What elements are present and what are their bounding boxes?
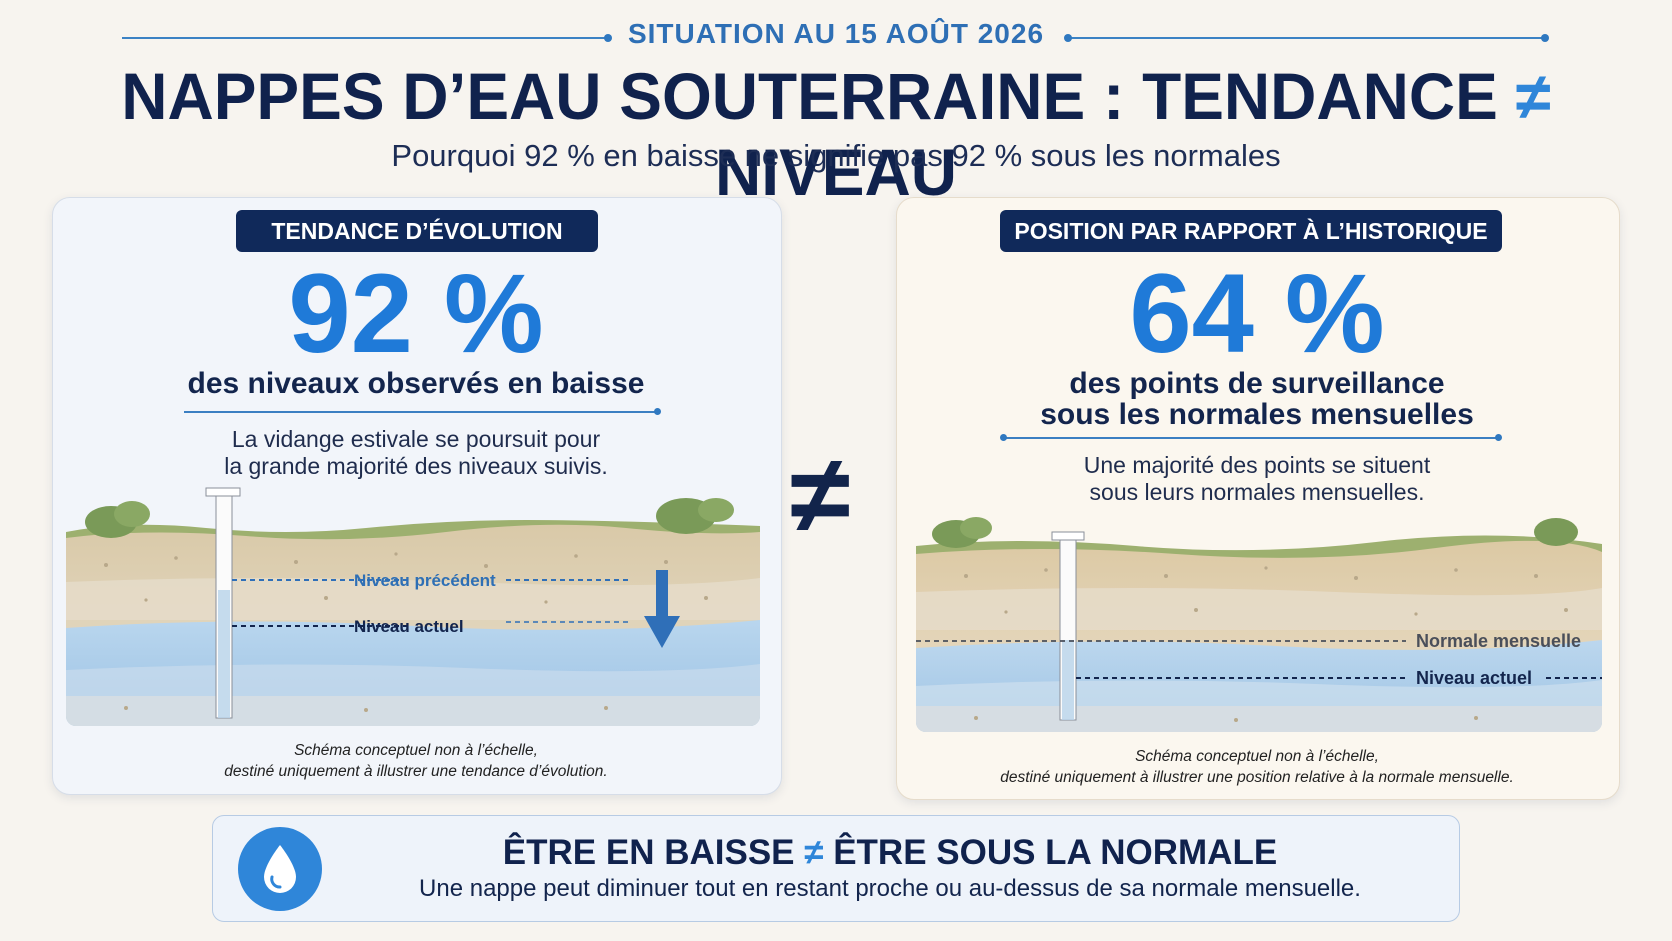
position-rule-dot-right xyxy=(1495,434,1502,441)
trend-caption-rule xyxy=(184,411,658,413)
position-badge: POSITION PAR RAPPORT À L’HISTORIQUE xyxy=(1000,210,1502,252)
kicker-dot-left xyxy=(604,34,612,42)
banner-text: Une nappe peut diminuer tout en restant … xyxy=(419,875,1361,902)
trend-percentage: 92 % xyxy=(288,251,544,376)
position-rule-dot-left xyxy=(1000,434,1007,441)
trend-caption: des niveaux observés en baisse xyxy=(187,367,645,400)
page-title: NAPPES D’EAU SOUTERRAINE : TENDANCE ≠ NI… xyxy=(121,59,1551,209)
arrow-down-icon xyxy=(644,570,680,648)
kicker-dot-end xyxy=(1541,34,1549,42)
not-equal-symbol-center: ≠ xyxy=(790,433,851,556)
page-subtitle: Pourquoi 92 % en baisse ne signifie pas … xyxy=(391,138,1281,173)
position-percentage: 64 % xyxy=(1129,251,1385,376)
banner-title: ÊTRE EN BAISSE ≠ ÊTRE SOUS LA NORMALE xyxy=(502,833,1278,872)
date-kicker: SITUATION AU 15 AOÛT 2026 xyxy=(0,18,1672,50)
position-caption-rule xyxy=(1003,437,1499,439)
trend-footnote: Schéma conceptuel non à l’échelle, desti… xyxy=(224,742,608,780)
kicker-rule-right xyxy=(1066,37,1544,39)
label-monthly-normal: Normale mensuelle xyxy=(1416,631,1581,651)
trend-badge: TENDANCE D’ÉVOLUTION xyxy=(236,210,598,252)
kicker-dot-right xyxy=(1064,34,1072,42)
label-current-level: Niveau actuel xyxy=(354,617,464,636)
trend-description: La vidange estivale se poursuit pour la … xyxy=(224,426,608,479)
position-groundwater-diagram: Normale mensuelle Niveau actuel xyxy=(916,517,1602,732)
key-message-banner xyxy=(212,815,1460,922)
position-footnote: Schéma conceptuel non à l’échelle, desti… xyxy=(1000,748,1514,786)
position-caption: des points de surveillance sous les norm… xyxy=(1040,367,1474,431)
not-equal-symbol-banner: ≠ xyxy=(804,833,824,872)
trend-groundwater-diagram: Niveau précédent Niveau actuel xyxy=(66,487,760,726)
water-drop-icon xyxy=(238,827,322,911)
position-description: Une majorité des points se situent sous … xyxy=(1083,452,1431,505)
kicker-rule-left xyxy=(122,37,610,39)
not-equal-symbol: ≠ xyxy=(1515,59,1551,133)
label-current-level-right: Niveau actuel xyxy=(1416,668,1532,688)
label-previous-level: Niveau précédent xyxy=(354,571,496,590)
trend-rule-dot xyxy=(654,408,661,415)
